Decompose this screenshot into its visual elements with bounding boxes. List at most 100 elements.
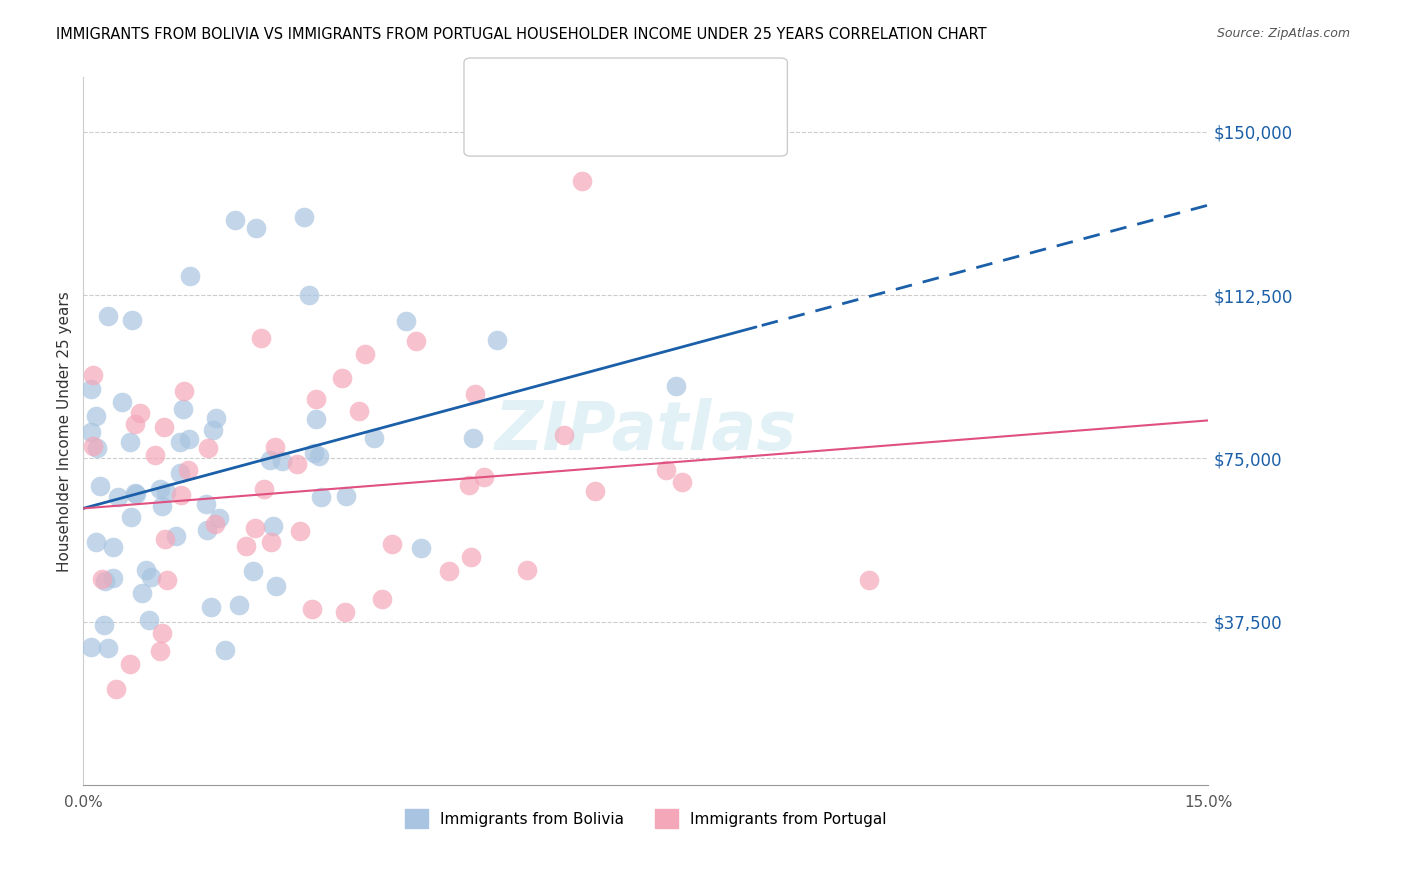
Point	[308, 449, 330, 463]
Point	[381, 537, 404, 551]
Point	[86, 441, 108, 455]
Point	[304, 446, 326, 460]
Text: N =: N =	[637, 120, 676, 138]
Point	[205, 410, 228, 425]
Point	[409, 541, 432, 555]
Point	[571, 174, 593, 188]
Point	[285, 457, 308, 471]
Point	[262, 519, 284, 533]
Point	[80, 425, 103, 439]
Point	[80, 382, 103, 396]
Point	[583, 483, 606, 498]
Point	[288, 524, 311, 538]
Point	[155, 485, 177, 500]
Point	[245, 521, 267, 535]
Point	[335, 489, 357, 503]
Point	[93, 618, 115, 632]
Point	[260, 535, 283, 549]
Point	[200, 599, 222, 614]
Point	[143, 448, 166, 462]
Legend: Immigrants from Bolivia, Immigrants from Portugal: Immigrants from Bolivia, Immigrants from…	[399, 803, 893, 834]
Point	[665, 378, 688, 392]
Point	[304, 412, 326, 426]
Point	[311, 491, 333, 505]
Point	[655, 463, 678, 477]
Point	[335, 605, 357, 619]
Point	[101, 571, 124, 585]
Point	[139, 570, 162, 584]
Point	[97, 310, 120, 324]
Point	[150, 500, 173, 514]
Y-axis label: Householder Income Under 25 years: Householder Income Under 25 years	[58, 291, 72, 572]
Point	[460, 550, 482, 565]
Point	[118, 434, 141, 449]
Point	[120, 510, 142, 524]
Point	[82, 439, 104, 453]
Point	[195, 523, 218, 537]
Point	[135, 563, 157, 577]
Point	[149, 483, 172, 497]
Point	[474, 469, 496, 483]
Point	[166, 528, 188, 542]
Point	[169, 467, 191, 481]
Point	[305, 392, 328, 406]
Point	[179, 269, 201, 284]
Point	[202, 423, 225, 437]
Point	[349, 404, 371, 418]
Point	[486, 333, 509, 347]
Point	[235, 539, 257, 553]
Point	[224, 213, 246, 227]
Text: ■: ■	[488, 120, 508, 139]
Point	[170, 488, 193, 502]
Point	[228, 599, 250, 613]
Point	[245, 221, 267, 235]
Text: 0.050: 0.050	[572, 82, 628, 100]
Text: 47: 47	[682, 120, 707, 138]
Point	[301, 602, 323, 616]
Point	[197, 441, 219, 455]
Point	[195, 497, 218, 511]
Text: -0.061: -0.061	[572, 120, 637, 138]
Point	[103, 541, 125, 555]
Point	[155, 533, 177, 547]
Point	[330, 371, 353, 385]
Point	[118, 657, 141, 672]
Point	[271, 454, 294, 468]
Point	[354, 347, 377, 361]
Point	[516, 563, 538, 577]
Point	[125, 487, 148, 501]
Point	[172, 402, 194, 417]
Point	[131, 586, 153, 600]
Point	[104, 681, 127, 696]
Point	[128, 406, 150, 420]
Point	[169, 434, 191, 449]
Point	[671, 475, 693, 489]
Point	[264, 579, 287, 593]
Point	[259, 453, 281, 467]
Text: R =: R =	[524, 120, 564, 138]
Text: ■: ■	[488, 81, 508, 101]
Point	[121, 313, 143, 327]
Point	[242, 565, 264, 579]
Point	[214, 642, 236, 657]
Point	[152, 420, 174, 434]
Point	[177, 463, 200, 477]
Point	[461, 431, 484, 445]
Point	[111, 395, 134, 409]
Text: R =: R =	[524, 82, 564, 100]
Point	[82, 368, 104, 382]
Point	[264, 440, 287, 454]
Point	[177, 432, 200, 446]
Text: N =: N =	[637, 82, 676, 100]
Point	[208, 511, 231, 525]
Point	[204, 517, 226, 532]
Point	[553, 427, 575, 442]
Point	[84, 409, 107, 423]
Point	[464, 386, 486, 401]
Point	[97, 640, 120, 655]
Text: ZIPatlas: ZIPatlas	[495, 398, 797, 464]
Point	[292, 210, 315, 224]
Point	[138, 613, 160, 627]
Point	[124, 417, 146, 432]
Point	[371, 591, 394, 606]
